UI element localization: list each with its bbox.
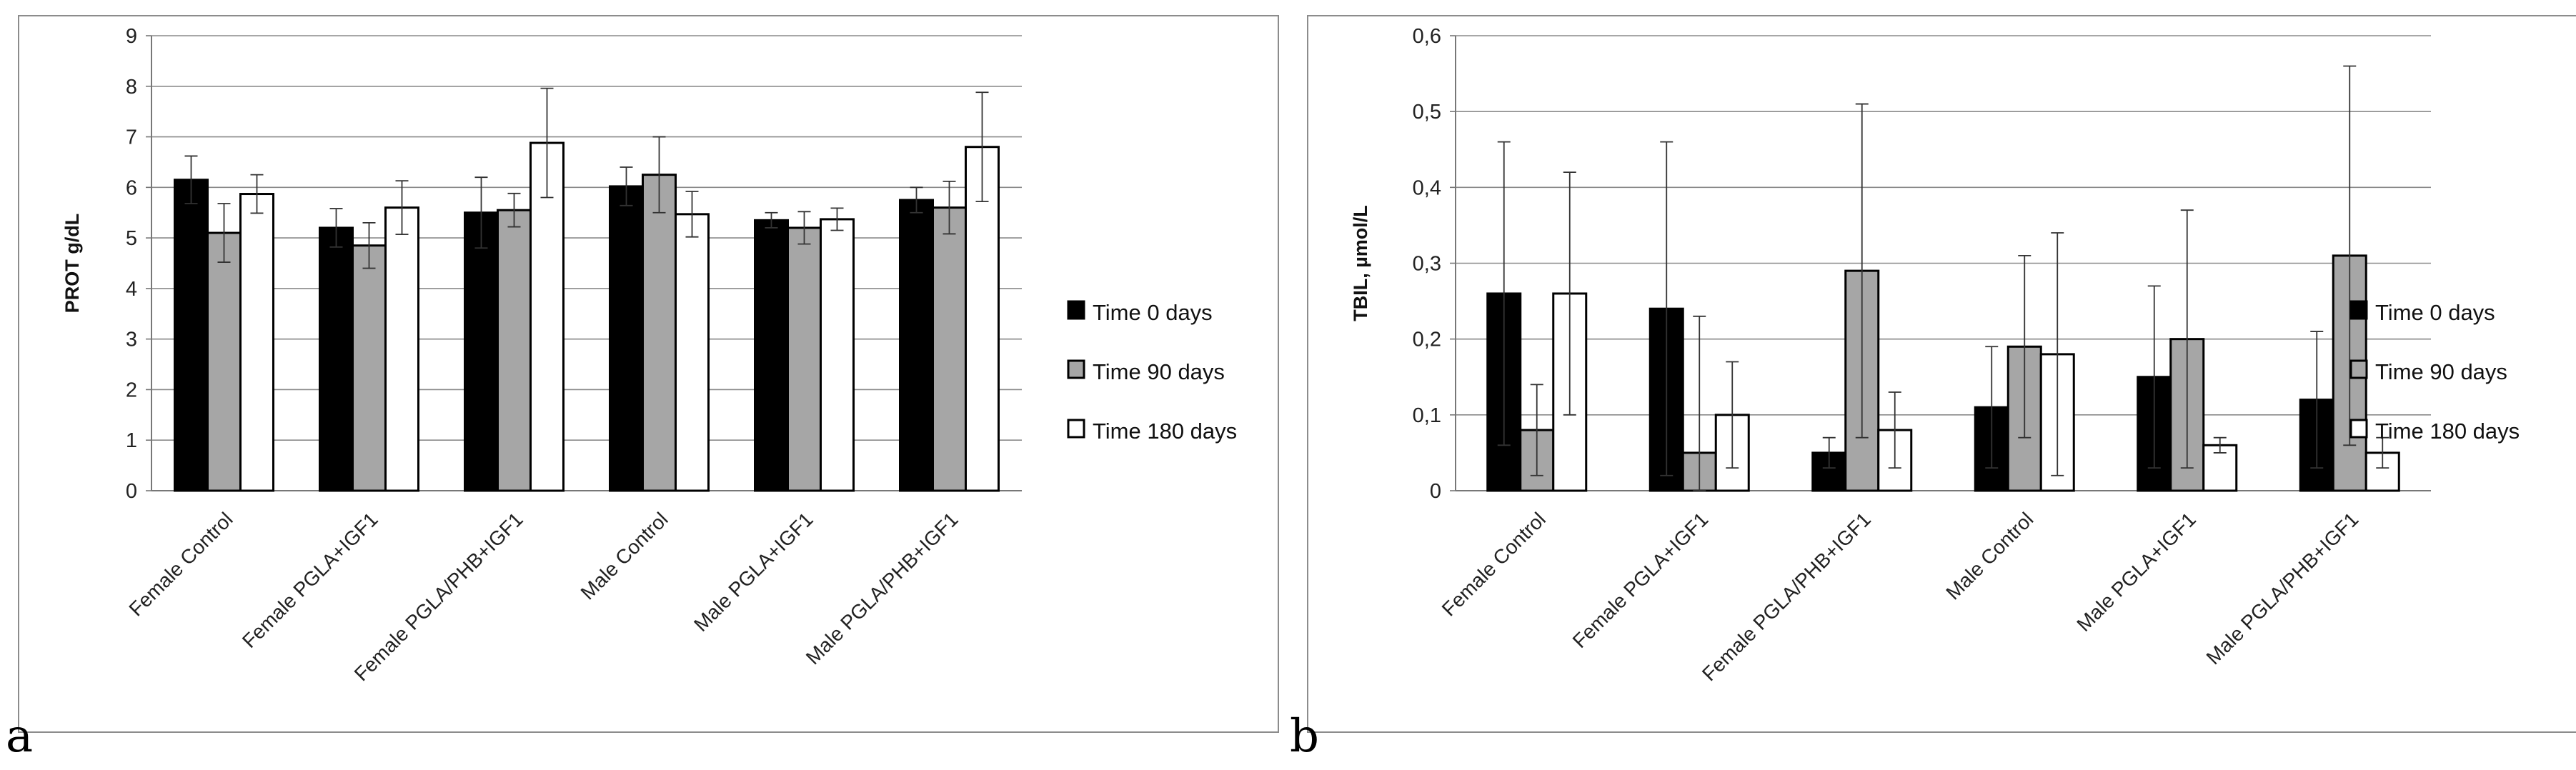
bar — [239, 193, 274, 492]
y-tick-label: 4 — [126, 278, 137, 301]
legend-label: Time 90 days — [1093, 359, 1225, 384]
y-tick-label: 0,3 — [1413, 253, 1441, 276]
bar — [464, 211, 499, 492]
legend-label: Time 180 days — [2375, 419, 2520, 444]
bar — [609, 185, 644, 492]
bar — [820, 218, 855, 492]
bar — [675, 213, 710, 492]
bar — [497, 209, 532, 492]
legend-label: Time 180 days — [1093, 419, 1237, 444]
y-axis-label: PROT g/dL — [61, 214, 83, 313]
y-tick-label: 0,2 — [1413, 329, 1441, 351]
legend-swatch — [1067, 419, 1085, 439]
y-tick-label: 5 — [126, 227, 137, 250]
legend-label: Time 0 days — [1093, 300, 1213, 325]
y-tick-label: 3 — [126, 329, 137, 351]
legend-swatch — [1067, 300, 1085, 320]
bar — [529, 141, 565, 492]
bar — [207, 231, 242, 492]
y-tick-label: 7 — [126, 126, 137, 149]
legend-swatch — [2349, 300, 2368, 320]
y-tick-label: 1 — [126, 429, 137, 452]
y-tick-label: 8 — [126, 76, 137, 99]
y-tick-label: 0,1 — [1413, 404, 1441, 427]
y-tick-label: 0 — [1430, 480, 1441, 503]
y-tick-label: 0,6 — [1413, 25, 1441, 48]
y-tick-label: 9 — [126, 25, 137, 48]
bar — [319, 226, 354, 492]
y-axis-label: TBIL, µmol/L — [1350, 205, 1371, 321]
bar — [899, 199, 934, 492]
panel-label-b: b — [1290, 710, 1319, 763]
y-tick-label: 0,4 — [1413, 176, 1441, 199]
legend-swatch — [2349, 419, 2368, 439]
y-tick-label: 2 — [126, 379, 137, 401]
legend-label: Time 0 days — [2375, 300, 2495, 325]
bar — [384, 206, 419, 492]
bar — [965, 146, 1000, 492]
bar — [932, 206, 967, 492]
panel-label-a: a — [6, 710, 33, 763]
y-tick-label: 0,5 — [1413, 101, 1441, 124]
y-tick-label: 0 — [126, 480, 137, 503]
bar — [352, 244, 387, 492]
legend-swatch — [1067, 359, 1085, 379]
y-tick-label: 6 — [126, 176, 137, 199]
bar — [174, 179, 209, 492]
legend-swatch — [2349, 359, 2368, 379]
legend-label: Time 90 days — [2375, 359, 2507, 384]
bar — [787, 226, 822, 492]
bar — [754, 219, 789, 492]
bar — [642, 174, 677, 492]
